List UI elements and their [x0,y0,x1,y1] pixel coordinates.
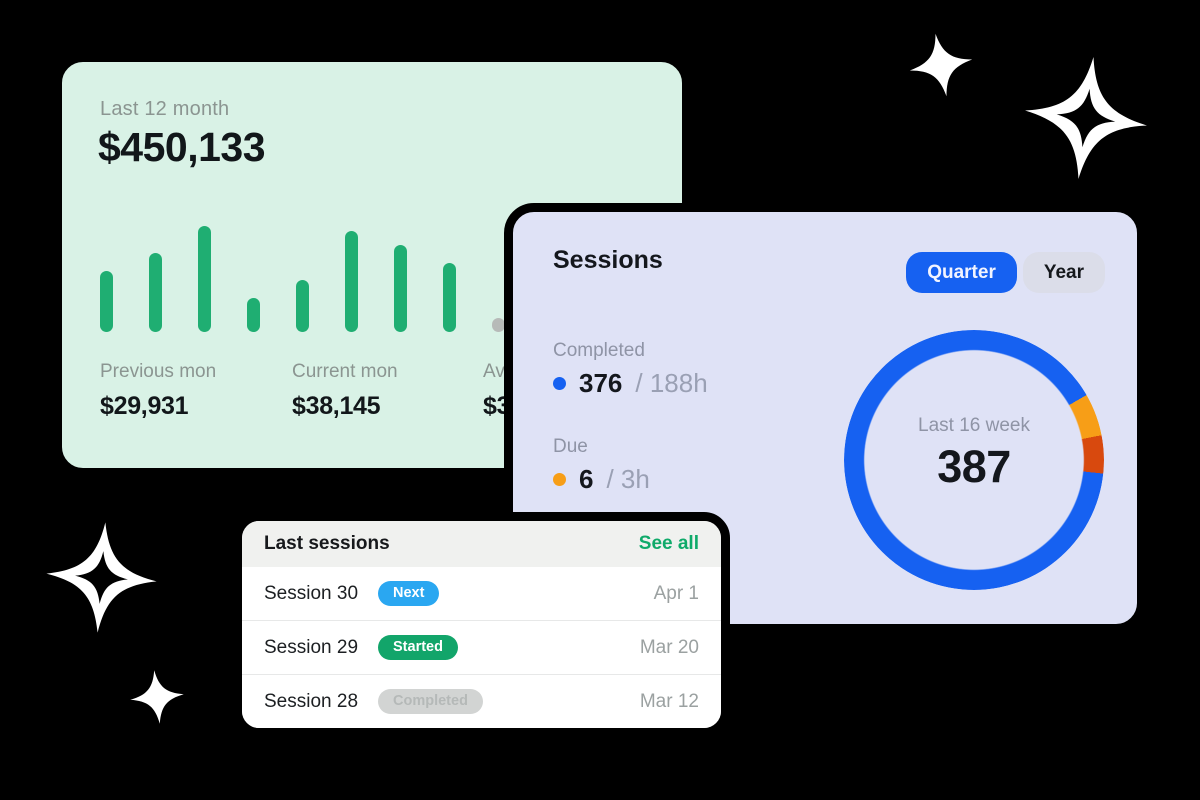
session-name: Session 30 [264,582,359,604]
due-count: 6 [579,464,594,494]
revenue-period-label: Last 12 month [100,98,230,120]
session-row[interactable]: Session 28 Completed Mar 12 [242,674,721,728]
completed-label: Completed [553,340,645,361]
bar [198,226,211,332]
due-hours: / 3h [606,464,650,494]
stat-label: Previous mon [100,361,217,382]
donut-center-label: Last 16 week [918,415,1030,436]
stat-label: Av [483,361,505,382]
last-sessions-title: Last sessions [264,533,390,554]
sparkle-icon [909,33,973,97]
revenue-stat-current: Current mon $38,145 [292,361,398,421]
sparkle-icon [130,670,184,724]
session-date: Apr 1 [653,582,699,604]
stat-value: $38,145 [292,392,381,420]
status-badge: Next [378,581,440,606]
completed-hours: / 188h [635,368,708,398]
stat-value: $29,931 [100,392,189,420]
stat-label: Current mon [292,361,398,382]
status-badge: Completed [378,689,483,714]
completed-dot-icon [553,377,566,390]
donut-center-value: 387 [937,441,1011,492]
year-toggle-button[interactable]: Year [1022,252,1105,293]
last-sessions-card: Last sessions See all Session 30 Next Ap… [233,512,730,737]
bar [443,263,456,332]
bar [492,318,505,332]
period-toggle: Quarter Year [906,252,1105,293]
revenue-bar-chart [100,226,505,332]
session-name: Session 28 [264,690,359,712]
donut-ring [844,330,1104,590]
quarter-toggle-button[interactable]: Quarter [906,252,1017,293]
due-stat-row: 6 / 3h [553,464,650,495]
bar [394,245,407,332]
session-date: Mar 20 [639,636,699,658]
status-badge: Started [378,635,458,660]
due-label: Due [553,436,588,457]
bar [345,231,358,332]
session-date: Mar 12 [639,690,699,712]
session-row[interactable]: Session 30 Next Apr 1 [242,567,721,620]
completed-count: 376 [579,368,623,398]
revenue-total: $450,133 [98,124,266,170]
see-all-link[interactable]: See all [638,533,699,554]
sessions-title: Sessions [553,246,663,274]
revenue-stat-previous: Previous mon $29,931 [100,361,216,421]
donut-center: Last 16 week 387 [844,324,1104,584]
sparkle-hollow-icon [1025,57,1147,179]
bar [296,280,309,332]
bar [100,271,113,332]
completed-stat-row: 376 / 188h [553,368,708,399]
session-name: Session 29 [264,636,359,658]
due-dot-icon [553,473,566,486]
session-row[interactable]: Session 29 Started Mar 20 [242,620,721,674]
bar [149,253,162,332]
bar [247,298,260,332]
last-sessions-header: Last sessions See all [242,521,721,567]
sparkle-hollow-icon [46,522,157,633]
